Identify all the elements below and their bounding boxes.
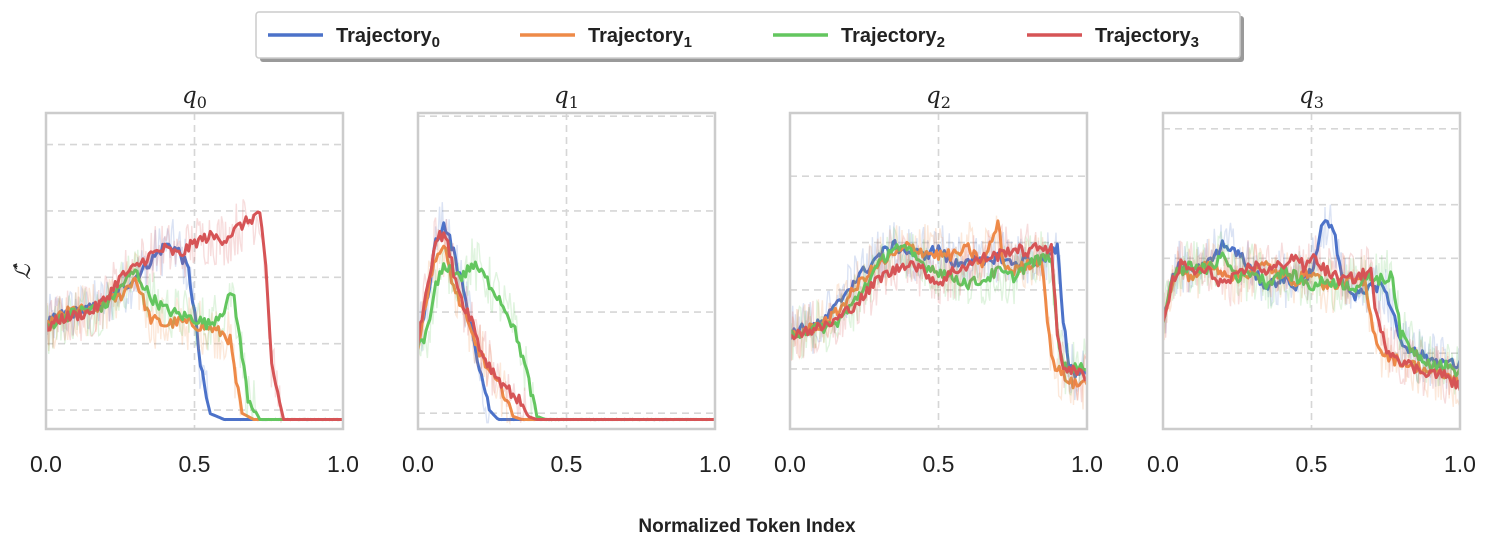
panel-frame xyxy=(1161,111,1462,431)
x-tick-label: 0.0 xyxy=(402,451,434,477)
legend-frame xyxy=(255,11,1241,59)
legend-entry-name: Trajectory xyxy=(588,25,684,47)
panel-title-subscript: 3 xyxy=(1314,93,1324,112)
x-tick-label: 0.5 xyxy=(179,451,211,477)
panel-title-base: q xyxy=(554,83,569,109)
series-group xyxy=(1163,204,1460,407)
panel-title-subscript: 2 xyxy=(941,93,951,112)
series-line-2 xyxy=(1163,251,1460,378)
legend-entry-subscript: 1 xyxy=(684,34,692,51)
series-line-3 xyxy=(790,242,1087,382)
panel-frame xyxy=(44,111,345,431)
panel-title: q2 xyxy=(926,83,951,112)
x-tick-label: 0.5 xyxy=(923,451,955,477)
panel-0: q0 0.0 0.5 1.0 xyxy=(30,83,359,477)
panel-1: q1 0.0 0.5 1.0 xyxy=(402,83,731,477)
panel-title-base: q xyxy=(1299,83,1314,109)
series-group xyxy=(790,215,1087,410)
series-line-3 xyxy=(46,210,343,421)
series-noise-3 xyxy=(1163,235,1460,404)
series-noise-2 xyxy=(1163,231,1460,395)
legend-entry-subscript: 3 xyxy=(1191,34,1199,51)
series-noise-3 xyxy=(790,223,1087,403)
panel-frame xyxy=(416,111,717,431)
legend-entry-name: Trajectory xyxy=(841,25,937,47)
legend-entry-2: Trajectory2 xyxy=(841,25,945,51)
legend-entry-3: Trajectory3 xyxy=(1095,25,1199,51)
panel-title: q3 xyxy=(1299,83,1324,112)
x-tick-label: 0.5 xyxy=(1296,451,1328,477)
x-tick-label: 1.0 xyxy=(1444,451,1476,477)
x-tick-label: 0.5 xyxy=(551,451,583,477)
legend-entry-1: Trajectory1 xyxy=(588,25,692,51)
legend-entry-subscript: 0 xyxy=(432,34,440,51)
legend: Trajectory0 Trajectory1 Trajectory2 Traject… xyxy=(255,11,1244,62)
panel-frame xyxy=(788,111,1089,431)
x-tick-label: 0.0 xyxy=(1147,451,1179,477)
x-tick-label: 1.0 xyxy=(699,451,731,477)
series-noise-0 xyxy=(1163,204,1460,392)
x-tick-label: 1.0 xyxy=(327,451,359,477)
legend-entry-subscript: 2 xyxy=(937,34,945,51)
panel-2: q2 0.0 0.5 1.0 xyxy=(774,83,1103,477)
legend-entry-name: Trajectory xyxy=(336,25,432,47)
panel-3: q3 0.0 0.5 1.0 xyxy=(1147,83,1476,477)
y-axis-label: ℒ̂ xyxy=(11,262,35,279)
panel-title-base: q xyxy=(182,83,197,109)
grid xyxy=(46,113,343,429)
x-tick-label: 1.0 xyxy=(1071,451,1103,477)
panel-title-subscript: 0 xyxy=(197,93,207,112)
panel-title: q0 xyxy=(182,83,207,112)
series-line-3 xyxy=(418,229,715,421)
series-line-1 xyxy=(790,219,1087,390)
grid xyxy=(790,113,1087,429)
legend-entry-0: Trajectory0 xyxy=(336,25,440,51)
x-tick-label: 0.0 xyxy=(774,451,806,477)
panel-title: q1 xyxy=(554,83,579,112)
series-group xyxy=(46,199,343,423)
x-tick-label: 0.0 xyxy=(30,451,62,477)
panel-title-base: q xyxy=(926,83,941,109)
x-axis-label: Normalized Token Index xyxy=(638,516,856,537)
series-line-3 xyxy=(1163,253,1460,391)
series-group xyxy=(418,202,715,426)
panel-title-subscript: 1 xyxy=(569,93,579,112)
legend-entry-name: Trajectory xyxy=(1095,25,1191,47)
